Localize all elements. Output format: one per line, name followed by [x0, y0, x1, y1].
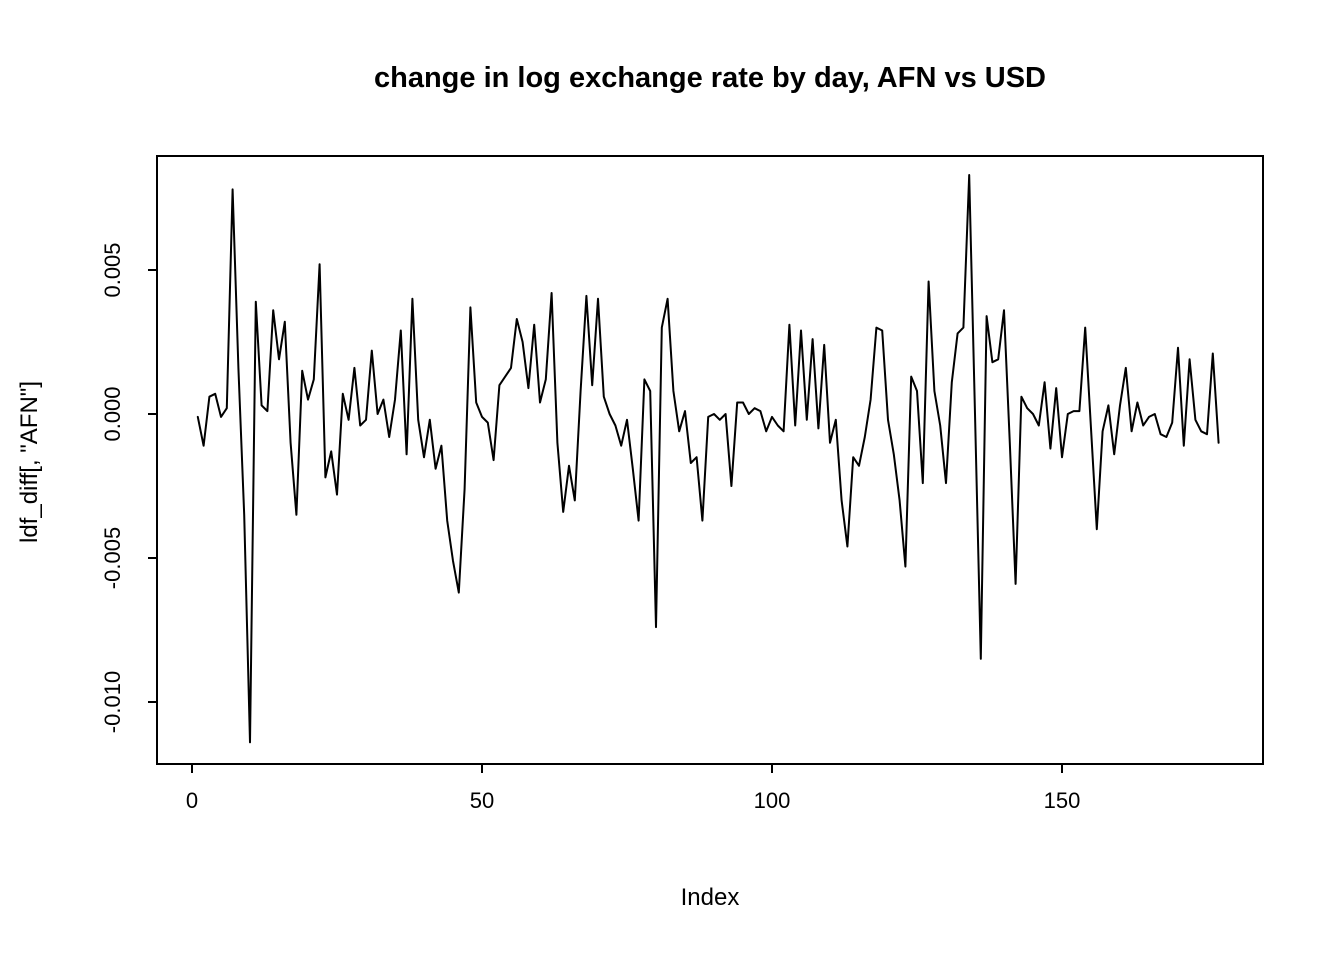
y-axis-label: ldf_diff[, "AFN"]: [16, 381, 43, 543]
y-tick-label: -0.005: [100, 526, 125, 590]
plot-box: [156, 155, 1264, 765]
x-axis-label: Index: [680, 884, 740, 911]
x-tick-label: 50: [469, 788, 495, 813]
x-tick-label: 150: [1043, 788, 1081, 813]
y-tick-label: 0.000: [100, 386, 125, 442]
y-tick-label: -0.010: [100, 670, 125, 734]
x-tick-label: 0: [185, 788, 199, 813]
axis-tick-marks: [148, 269, 1063, 773]
chart-title: change in log exchange rate by day, AFN …: [373, 62, 1046, 94]
y-tick-label: 0.005: [100, 242, 125, 298]
series-line: [196, 174, 1220, 744]
x-tick-label: 100: [753, 788, 791, 813]
